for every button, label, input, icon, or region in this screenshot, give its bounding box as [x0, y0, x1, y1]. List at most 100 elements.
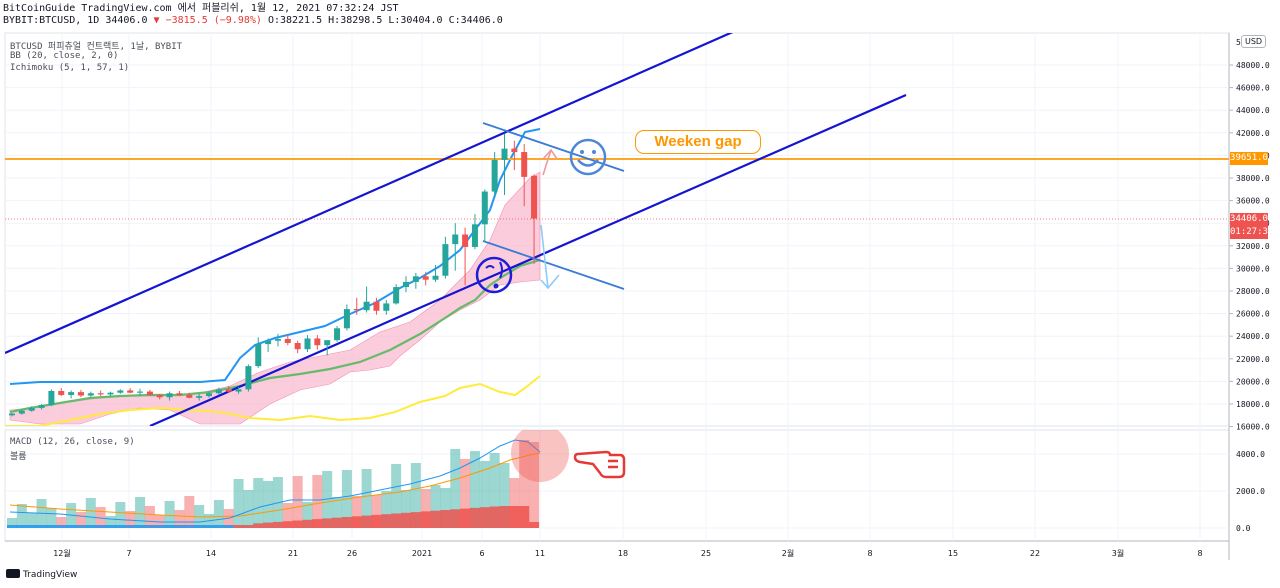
macd-hist-bar [401, 512, 411, 528]
candle-body [452, 234, 459, 245]
candle [255, 337, 262, 368]
macd-hist-bar [184, 525, 195, 528]
countdown-tag: 01:27:37 [1230, 226, 1274, 239]
candle [343, 304, 350, 331]
candle-body [442, 244, 449, 276]
candle-body [531, 175, 538, 219]
candle [68, 390, 75, 399]
candle-body [87, 393, 94, 396]
macd-hist-bar [341, 517, 352, 528]
price-tick-label: 28000.0 [1236, 287, 1270, 296]
currency-badge[interactable]: USD [1241, 35, 1267, 48]
volume-bar [243, 490, 254, 528]
price-tick-label: 26000.0 [1236, 310, 1270, 319]
candle [393, 284, 400, 305]
macd-hist-bar [174, 525, 185, 528]
candle [501, 133, 508, 195]
macd-hist-bar [420, 511, 431, 528]
macd-hist-bar [164, 525, 175, 528]
candle [97, 390, 104, 397]
candle [206, 391, 212, 398]
price-tick-label: 18000.0 [1236, 400, 1270, 409]
time-tick-label: 8 [1197, 549, 1202, 558]
macd-hist-bar [56, 525, 67, 528]
price-tick-label: 24000.0 [1236, 332, 1270, 341]
macd-axis: 4000.0 2000.0 0.0 [1236, 450, 1265, 533]
candle [235, 387, 242, 394]
candle-body [324, 340, 331, 346]
price-tick-label: 36000.0 [1236, 197, 1270, 206]
macd-hist-bar [125, 525, 136, 528]
macd-hist-bar [381, 514, 392, 528]
footer-brand[interactable]: TradingView [6, 569, 77, 580]
macd-legend[interactable]: MACD (12, 26, close, 9) [10, 437, 135, 447]
candle-body [38, 405, 45, 408]
ichimoku-legend[interactable]: Ichimoku (5, 1, 57, 1) [10, 63, 130, 73]
macd-pane[interactable] [4, 429, 1230, 542]
time-tick-label: 2월 [782, 548, 794, 558]
candle-body [68, 392, 75, 395]
price-tick-label: 5 [1236, 38, 1241, 47]
candle-body [18, 410, 25, 414]
price-tick-label: 30000.0 [1236, 264, 1270, 273]
sad-face-icon [475, 256, 513, 294]
price-change: ▼ −3815.5 (−9.98%) [153, 15, 262, 26]
time-tick-label: 12월 [53, 548, 71, 558]
candle-body [156, 394, 163, 398]
volume-bar [420, 489, 431, 528]
volume-bar [115, 502, 126, 528]
volume-bar [282, 503, 293, 528]
macd-hist-bar [36, 525, 47, 528]
price-pane[interactable] [4, 32, 1230, 427]
volume-bar [125, 511, 136, 528]
candle-body [422, 276, 429, 280]
candle-body [284, 339, 291, 343]
time-tick-label: 25 [701, 549, 711, 558]
candle [186, 392, 193, 399]
candle [363, 286, 370, 313]
candle [491, 152, 498, 199]
candle [521, 144, 528, 207]
smiley-face-icon [569, 138, 607, 176]
candle-body [334, 328, 341, 341]
price-tick-label: 32000.0 [1236, 242, 1270, 251]
candle-body [432, 275, 439, 280]
volume-bar [430, 485, 441, 528]
price-tick-label: 16000.0 [1236, 423, 1270, 432]
candle [127, 388, 134, 394]
candle [215, 387, 222, 395]
channel-lower-line [149, 93, 907, 426]
volume-bar [351, 496, 362, 528]
macd-hist-bar [460, 508, 471, 528]
trend-line-upper [482, 122, 625, 172]
macd-hist-bar [26, 525, 37, 528]
macd-hist-bar [430, 510, 441, 528]
price-tick-label: 38000.0 [1236, 174, 1270, 183]
volume-legend[interactable]: 볼륨 [10, 452, 27, 462]
candle [274, 333, 281, 347]
candle-body [403, 281, 409, 288]
last-price-tag: 34406.0 [1230, 213, 1268, 226]
macd-hist-bar [194, 525, 205, 528]
macd-hist-bar [154, 525, 165, 528]
candle-body [274, 339, 281, 341]
macd-hist-bar [253, 523, 264, 528]
time-tick-label: 11 [535, 549, 545, 558]
volume-bar [174, 510, 185, 528]
highlight-circle [511, 430, 569, 482]
volume-bar [95, 507, 106, 528]
candle [265, 338, 272, 353]
macd-hist-bar [223, 525, 234, 528]
macd-hist-bar [529, 522, 540, 528]
candle-body [28, 407, 35, 411]
candle-body [176, 393, 183, 395]
macd-hist-bar [322, 518, 333, 528]
macd-line [9, 439, 541, 523]
candle-body [521, 152, 528, 177]
candle-body [215, 389, 222, 394]
bb-legend[interactable]: BB (20, close, 2, 0) [10, 51, 119, 61]
candle-body [255, 344, 262, 367]
candle-body [373, 301, 380, 311]
ohlc-close: C:34406.0 [448, 15, 503, 26]
